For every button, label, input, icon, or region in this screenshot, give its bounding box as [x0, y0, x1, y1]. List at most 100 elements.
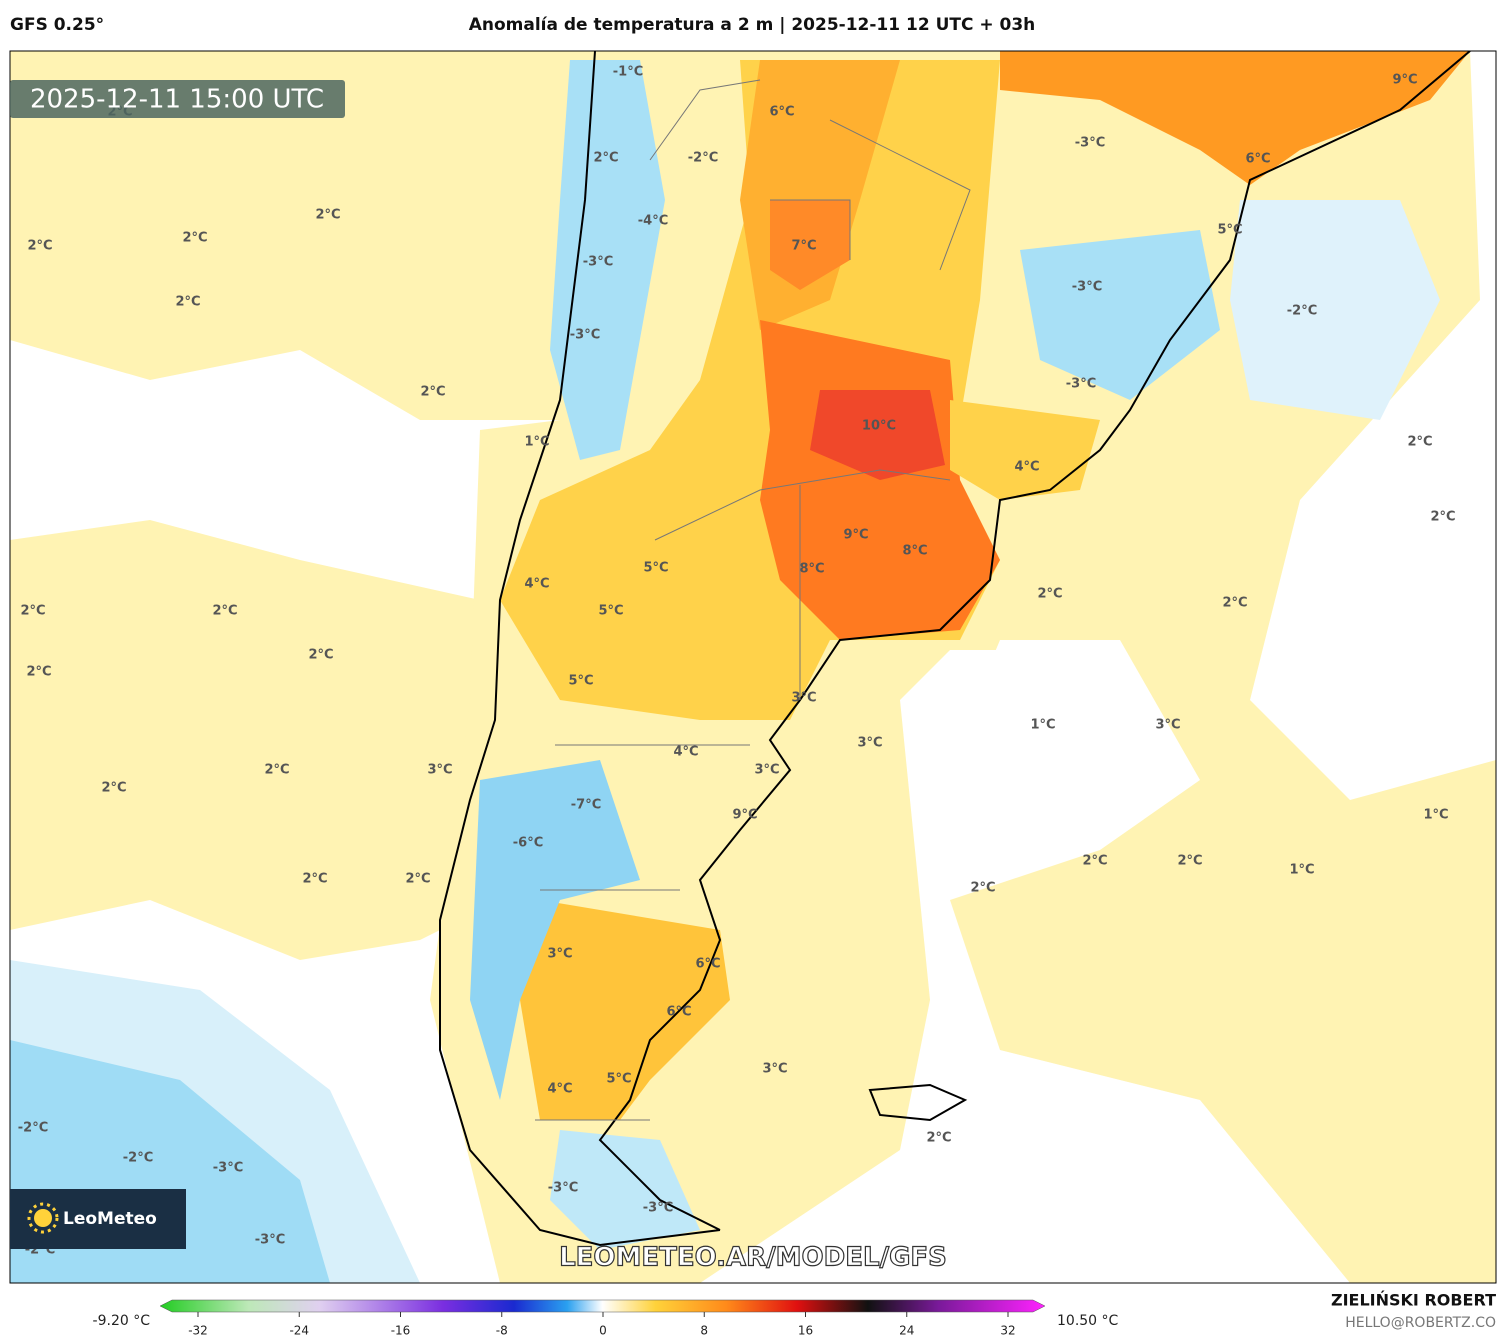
logo-text: LeoMeteo [63, 1209, 157, 1229]
coastline [598, 51, 1471, 1231]
anomaly-area [1020, 230, 1220, 400]
contour-label: 3°C [427, 763, 452, 778]
anomaly-area [550, 60, 665, 460]
coastline [868, 1083, 968, 1122]
contour-label: 2°C [26, 665, 51, 680]
contour-label: 2°C [302, 872, 327, 887]
contour-label: -6°C [513, 836, 543, 851]
logo-sun [34, 1209, 52, 1227]
contour-label: 1°C [1423, 808, 1448, 823]
contour-label: 5°C [598, 604, 623, 619]
contour-label: 3°C [547, 947, 572, 962]
colorbar-tick-label: 16 [798, 1324, 813, 1338]
contour-label: 2°C [101, 781, 126, 796]
contour-label: -2°C [18, 1121, 48, 1136]
contour-label: 9°C [843, 528, 868, 543]
anomaly-area [550, 1130, 700, 1250]
contour-label: 3°C [791, 691, 816, 706]
contour-label: -3°C [1066, 377, 1096, 392]
contour-label: 2°C [405, 872, 430, 887]
colorbar-tick-label: 0 [599, 1324, 607, 1338]
anomaly-area [950, 640, 1200, 880]
contour-label: 7°C [791, 239, 816, 254]
valid-time: 2025-12-11 15:00 UTC [30, 85, 324, 115]
map-title: Anomalía de temperatura a 2 m | 2025-12-… [469, 15, 1036, 35]
contour-label: 2°C [20, 604, 45, 619]
contour-label: -3°C [548, 1181, 578, 1196]
contour-label: 10°C [862, 419, 896, 434]
anomaly-area [770, 200, 850, 290]
contour-label: -1°C [613, 65, 643, 80]
contour-label: 5°C [606, 1072, 631, 1087]
contour-label: 5°C [1217, 223, 1242, 238]
contour-label: -2°C [1287, 304, 1317, 319]
colorbar-tick-label: -32 [188, 1324, 208, 1338]
anomaly-area [470, 760, 640, 1100]
anomaly-area [1230, 200, 1440, 420]
contour-label: 2°C [1430, 510, 1455, 525]
contour-label: 2°C [264, 763, 289, 778]
contour-label: -3°C [570, 328, 600, 343]
colorbar-tick-label: -16 [391, 1324, 411, 1338]
contour-label: 1°C [524, 435, 549, 450]
map-labels: -1°C 2°C 6°C 9°C -3°C 2°C -2°C 6°C 2°C -4°C 5°C 2°C… [18, 65, 1456, 1258]
contour-label: 4°C [1014, 460, 1039, 475]
author: ZIELIŃSKI ROBERT [1331, 1291, 1496, 1310]
map [10, 51, 1496, 1283]
contour-label: 6°C [695, 957, 720, 972]
anomaly-area [10, 51, 560, 420]
contour-label: 9°C [732, 808, 757, 823]
contour-label: 6°C [1245, 152, 1270, 167]
colorbar: -32 -24 -16 -8 0 8 16 24 32 [159, 1299, 1046, 1338]
contour-label: 5°C [568, 674, 593, 689]
contour-label: 5°C [643, 561, 668, 576]
contour-label: 9°C [1392, 73, 1417, 88]
contour-label: -2°C [688, 151, 718, 166]
contour-label: 2°C [308, 648, 333, 663]
contour-label: 2°C [926, 1131, 951, 1146]
map-frame [9, 50, 1497, 1284]
contour-label: -2°C [123, 1151, 153, 1166]
contour-label: -3°C [255, 1233, 285, 1248]
logo-rays [27, 1202, 59, 1234]
model-name: GFS 0.25° [10, 15, 104, 35]
colorbar-tick-label: 8 [700, 1324, 708, 1338]
contour-label: 2°C [175, 295, 200, 310]
contour-label: 6°C [666, 1005, 691, 1020]
watermark: LEOMETEO.AR/MODEL/GFS [559, 1243, 947, 1273]
contour-label: 3°C [762, 1062, 787, 1077]
contour-label: 2°C [1407, 435, 1432, 450]
contour-label: 4°C [673, 745, 698, 760]
contour-label: 6°C [769, 105, 794, 120]
anomaly-area [1000, 51, 1470, 185]
contour-label: -3°C [643, 1201, 673, 1216]
contour-label: 1°C [1289, 863, 1314, 878]
colorbar-tick-label: -24 [289, 1324, 309, 1338]
contour-label: -3°C [583, 255, 613, 270]
colorbar-tick-label: 24 [899, 1324, 914, 1338]
contour-label: 3°C [857, 736, 882, 751]
contour-label: 8°C [799, 562, 824, 577]
border [535, 79, 971, 1121]
contour-label: 2°C [420, 385, 445, 400]
contour-label: 2°C [1037, 587, 1062, 602]
colorbar-min: -9.20 °C [93, 1313, 151, 1329]
contour-label: 2°C [27, 239, 52, 254]
contour-label: -4°C [638, 214, 668, 229]
contour-label: 2°C [1222, 596, 1247, 611]
colorbar-ramp [159, 1299, 1046, 1313]
contour-label: 8°C [902, 544, 927, 559]
contour-label: 2°C [1082, 854, 1107, 869]
contour-label: -3°C [213, 1161, 243, 1176]
contour-label: 2°C [970, 881, 995, 896]
contour-label: 4°C [524, 577, 549, 592]
colorbar-max: 10.50 °C [1057, 1313, 1119, 1329]
colorbar-tick-label: 32 [1000, 1324, 1015, 1338]
contour-label: -3°C [1072, 280, 1102, 295]
contour-label: 2°C [182, 231, 207, 246]
contour-label: 2°C [315, 208, 340, 223]
email: HELLO@ROBERTZ.CO [1345, 1315, 1496, 1331]
anomaly-area [950, 400, 1100, 500]
